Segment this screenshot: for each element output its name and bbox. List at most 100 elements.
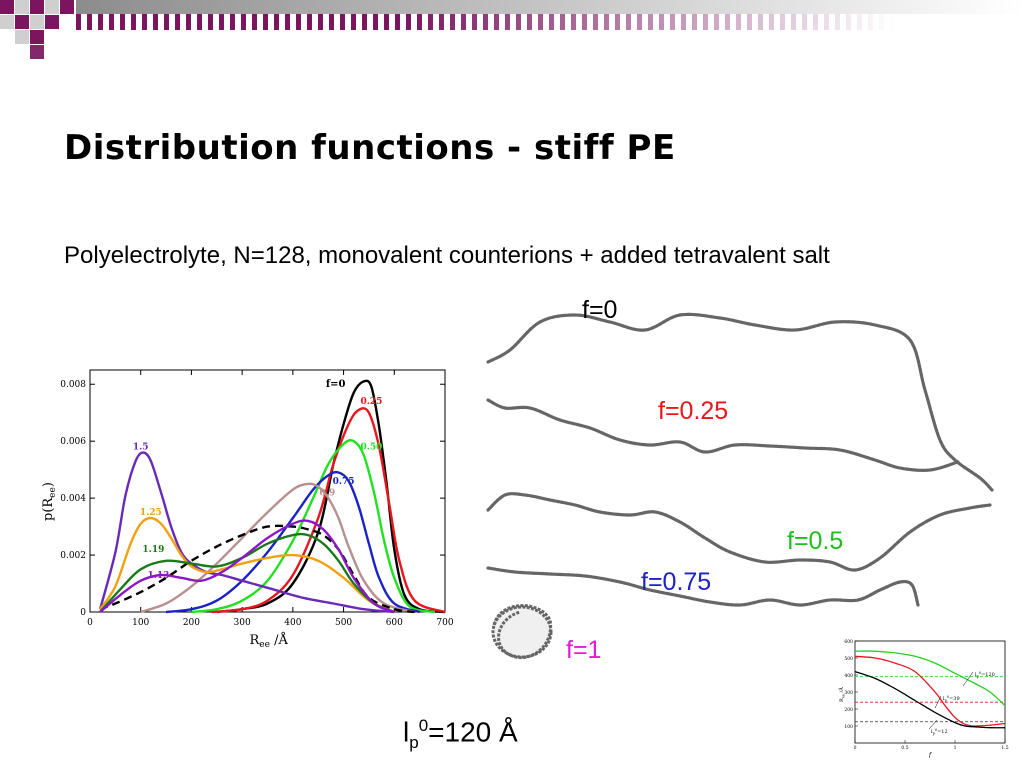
lp-symbol: l: [403, 716, 410, 748]
inset-y-label-sub: ee: [842, 694, 846, 698]
inset-y-label-unit: /Å: [837, 687, 845, 694]
y-tick-label: 0.002: [60, 551, 86, 561]
chain-backbone: [486, 398, 960, 472]
y-tick-label: 0.006: [60, 437, 86, 447]
series-line-0: [216, 379, 446, 614]
x-axis-label: Ree /Å: [250, 632, 289, 650]
deco-square: [30, 0, 44, 14]
y-axis-label-sub: ee: [48, 487, 58, 498]
inset-series-2: [854, 670, 1006, 729]
distribution-chart: 0 100 200 300 400 500 600 700 0 0.002 0.004 0.006 0.…: [41, 369, 454, 650]
x-axis-label-unit: /Å: [270, 632, 289, 648]
inset-annotation-2: lp0=12: [931, 728, 948, 736]
series-label-3: 0.75: [333, 477, 355, 487]
inset-series-0: [854, 650, 1006, 707]
chain-backbone: [486, 312, 994, 492]
y-axis-label-end: ): [41, 482, 56, 487]
lp-value: =120 Å: [428, 716, 518, 748]
series-label-1: 0.25: [361, 397, 383, 407]
series-line-8: [99, 532, 395, 614]
top-series-label: f=0: [326, 379, 346, 390]
x-axis-label-sub: ee: [259, 640, 270, 650]
annotation-value: =120: [981, 672, 995, 678]
deco-square: [30, 30, 44, 44]
x-tick-label: 100: [132, 618, 149, 628]
deco-square: [15, 30, 29, 44]
deco-square: [45, 15, 59, 29]
inset-x-tick-label: 1.5: [1001, 745, 1008, 751]
polymer-chain-0: [486, 312, 994, 492]
inset-arrow: [928, 719, 938, 730]
inset-y-tick-label: 500: [844, 656, 853, 662]
series-line-7: [99, 516, 395, 614]
deco-square: [30, 15, 44, 29]
inset-frame: [854, 640, 1006, 744]
polymer-chain-2: [486, 492, 992, 572]
deco-square: [45, 0, 59, 14]
annotation-sup: 0: [947, 695, 949, 699]
deco-square: [15, 15, 29, 29]
inset-x-label: f: [928, 752, 933, 758]
inset-y-tick-label: 300: [844, 690, 853, 696]
series-label-8: 1.19: [142, 545, 164, 555]
series-label-6: 1.5: [133, 443, 149, 453]
annotation-sub: p: [945, 699, 948, 703]
inset-x-tick-label: 1: [954, 745, 957, 751]
label-f025: f=0.25: [658, 397, 729, 425]
inset-x-tick-label: 0.5: [901, 745, 908, 751]
label-f075: f=0.75: [641, 568, 712, 596]
deco-square: [0, 15, 14, 29]
inset-annotation-1: lp0=39: [943, 695, 960, 703]
series-line-9: [99, 519, 395, 614]
chain-backbone: [486, 566, 920, 607]
polymer-chain-collapsed: [491, 604, 553, 659]
x-tick-label: 200: [183, 618, 200, 628]
series-line-1: [211, 407, 446, 614]
y-tick-label: 0.004: [60, 494, 86, 504]
y-tick-label: 0: [80, 608, 86, 618]
header-gradient-bar: [76, 0, 1024, 14]
deco-square: [60, 0, 74, 14]
header-stripes: [76, 14, 896, 30]
inset-arrow: [934, 695, 942, 709]
inset-x-tick-label: 0: [854, 745, 857, 751]
y-axis-label: p(Ree): [41, 482, 58, 521]
inset-y-tick-label: 600: [844, 639, 853, 645]
x-tick-label: 500: [335, 618, 352, 628]
inset-series-1: [854, 655, 1006, 727]
label-f1: f=1: [566, 636, 602, 664]
slide-title: Distribution functions - stiff PE: [64, 128, 676, 168]
series-label-9: 1.13: [148, 571, 170, 581]
x-tick-label: 400: [284, 618, 301, 628]
annotation-sub: p: [933, 732, 936, 736]
x-tick-label: 0: [87, 618, 93, 628]
x-tick-label: 300: [234, 618, 251, 628]
deco-square: [30, 45, 44, 59]
plot-frame: [89, 369, 446, 613]
annotation-sub: p: [977, 675, 980, 679]
x-tick-label: 700: [436, 618, 453, 628]
annotation-sup: 0: [935, 728, 937, 732]
series-line-3: [165, 470, 420, 614]
inset-y-tick-label: 200: [844, 707, 853, 713]
series-line-5: [99, 524, 415, 614]
inset-y-tick-label: 100: [844, 724, 853, 730]
collapsed-loop: [492, 604, 553, 659]
inset-arrow: [962, 671, 974, 687]
series-line-2: [191, 439, 436, 614]
inset-y-tick-label: 400: [844, 673, 853, 679]
conformation-snapshots: [486, 312, 994, 659]
series-label-7: 1.25: [140, 508, 162, 518]
annotation-value: =39: [949, 696, 960, 702]
label-f0: f=0: [582, 296, 618, 324]
label-f05: f=0.5: [787, 527, 844, 555]
polymer-chain-3: [486, 566, 920, 607]
series-label-2: 0.50: [361, 443, 383, 453]
annotation-value: =12: [937, 729, 948, 735]
inset-annotation-0: lp0=120: [975, 671, 995, 679]
series-line-6: [98, 451, 395, 614]
inset-y-label: Ree /Å: [837, 687, 846, 702]
deco-square: [0, 0, 14, 14]
deco-square: [15, 0, 29, 14]
